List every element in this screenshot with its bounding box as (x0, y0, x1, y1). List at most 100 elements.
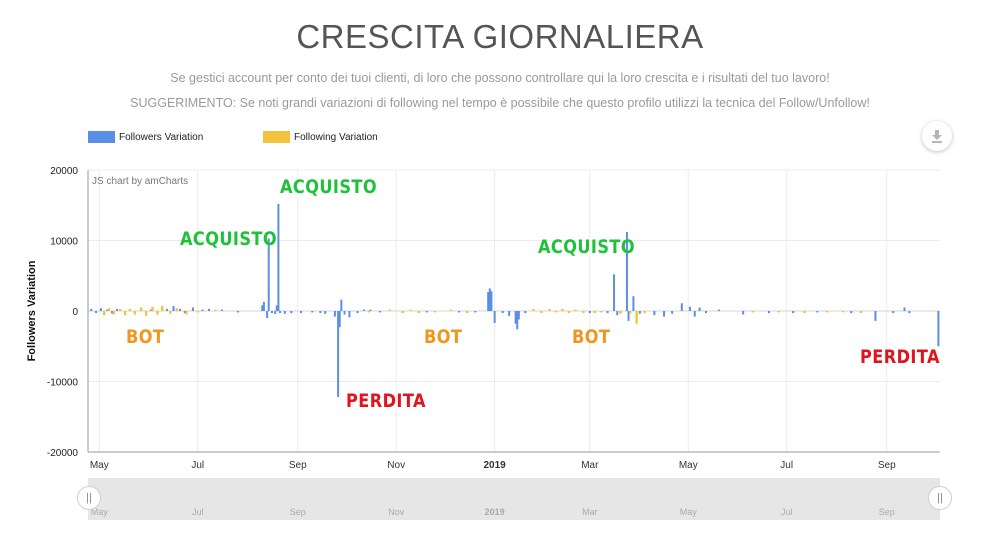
description-line-2: SUGGERIMENTO: Se noti grandi variazioni … (130, 96, 870, 110)
followers-bar (267, 238, 270, 311)
download-button[interactable] (922, 121, 952, 151)
scrollbar-grip-left[interactable]: || (77, 486, 101, 510)
followers-bar (111, 311, 114, 314)
followers-bar (319, 311, 322, 314)
page-title: CRESCITA GIORNALIERA (296, 18, 704, 55)
followers-bar (680, 303, 683, 311)
following-bar (185, 311, 188, 315)
followers-bar (767, 311, 770, 314)
following-bar (567, 311, 571, 314)
followers-bar (487, 291, 490, 311)
followers-bar (792, 311, 795, 314)
followers-bar (237, 311, 240, 313)
followers-bar (493, 311, 496, 323)
x-tick-label: 2019 (484, 460, 507, 471)
following-bar (540, 311, 543, 314)
followers-bar (191, 307, 194, 311)
followers-bar (266, 311, 269, 319)
followers-bar (183, 311, 186, 314)
y-tick-label: -10000 (47, 378, 79, 389)
scrollbar-track[interactable]: May Jul Sep Nov 2019 Mar May Jul Sep (88, 478, 940, 520)
y-axis-title: Followers Variation (26, 260, 38, 361)
followers-bar (908, 311, 911, 314)
scrollbar-grip-right[interactable]: || (928, 486, 952, 510)
followers-bar (517, 311, 520, 320)
followers-bar (300, 311, 302, 314)
following-bar (433, 311, 437, 313)
followers-bar (220, 309, 223, 311)
x-tick-label: Nov (387, 460, 405, 471)
followers-bar (937, 311, 940, 347)
followers-bar (311, 311, 314, 313)
annotation-bot: BOT (126, 326, 165, 348)
following-bar (102, 311, 106, 316)
scrollbar-tick-label: May (680, 507, 698, 517)
followers-bar (524, 311, 527, 314)
followers-bar (178, 308, 181, 311)
following-bar (214, 309, 217, 311)
followers-bar (338, 311, 341, 328)
followers-bar (333, 311, 336, 317)
followers-bar (717, 309, 720, 311)
x-tick-label: May (90, 460, 109, 471)
followers-bar (606, 311, 609, 314)
following-bar (841, 311, 845, 313)
x-tick-label: May (679, 460, 698, 471)
legend-swatch-followers (88, 131, 115, 143)
following-bar (140, 307, 143, 311)
scrollbar-tick-label: May (91, 507, 109, 517)
annotation-perdita: PERDITA (346, 390, 426, 412)
y-tick-label: -20000 (47, 448, 79, 459)
followers-bar (698, 307, 701, 311)
followers-bar (172, 306, 175, 311)
following-bar (449, 309, 453, 311)
following-bar (466, 311, 469, 314)
annotation-acquisto: ACQUISTO (180, 228, 277, 250)
legend-item-following[interactable]: Following Variation (263, 130, 378, 144)
followers-bar (508, 311, 511, 316)
followers-bar (816, 311, 819, 313)
scrollbar-axis: May Jul Sep Nov 2019 Mar May Jul Sep (91, 507, 895, 517)
following-bar (859, 311, 863, 314)
followers-bar (516, 311, 519, 330)
followers-bar (490, 291, 493, 311)
following-bar (107, 308, 111, 311)
followers-bar (356, 311, 359, 314)
following-bar (554, 311, 558, 313)
followers-bar (343, 311, 346, 315)
description-line-1: Se gestici account per conto dei tuoi cl… (170, 71, 830, 85)
following-bar (196, 311, 199, 313)
followers-bar (99, 308, 102, 311)
followers-bar (705, 311, 708, 314)
chart-credit[interactable]: JS chart by amCharts (92, 176, 188, 187)
annotation-bot: BOT (572, 326, 611, 348)
followers-bar (274, 311, 277, 314)
following-bar (599, 311, 603, 313)
followers-bar (458, 311, 461, 313)
followers-bar (379, 311, 382, 313)
following-bar (643, 311, 646, 314)
followers-bar (262, 301, 265, 311)
followers-bar (653, 311, 656, 316)
following-bar (803, 311, 806, 314)
followers-bar (290, 311, 293, 314)
following-bar (367, 311, 370, 313)
followers-bar (270, 311, 273, 314)
following-bar (593, 311, 596, 314)
following-bar (388, 309, 391, 311)
followers-bar (369, 309, 372, 311)
y-tick-label: 0 (72, 307, 78, 318)
following-bar (123, 311, 127, 316)
following-bar (175, 308, 178, 311)
legend-item-followers[interactable]: Followers Variation (88, 130, 203, 144)
annotation-acquisto: ACQUISTO (538, 236, 635, 258)
following-bar (112, 311, 116, 315)
scrollbar-tick-label: Sep (290, 507, 306, 517)
followers-bar (663, 311, 666, 317)
followers-bar (362, 309, 365, 311)
followers-bar (340, 299, 343, 311)
following-bar (128, 308, 132, 311)
following-bar (161, 306, 164, 311)
followers-bar (166, 308, 169, 311)
